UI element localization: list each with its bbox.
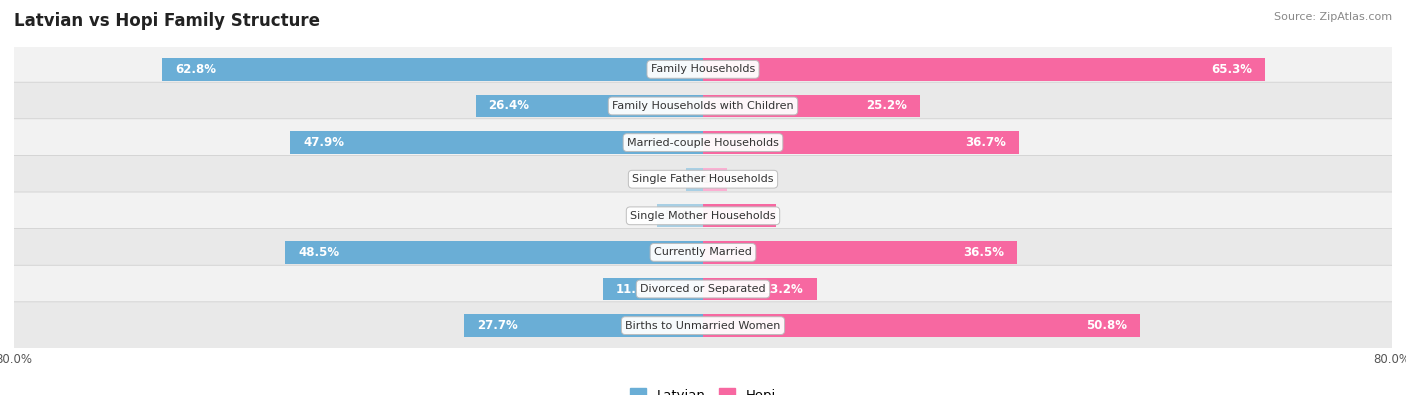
Bar — [703, 314, 1140, 337]
Text: 5.3%: 5.3% — [664, 209, 695, 222]
Bar — [703, 205, 776, 227]
Bar — [703, 241, 1018, 264]
Text: 36.7%: 36.7% — [966, 136, 1007, 149]
Text: Family Households: Family Households — [651, 64, 755, 74]
Bar — [686, 168, 703, 190]
Text: 8.5%: 8.5% — [730, 209, 763, 222]
Text: 50.8%: 50.8% — [1087, 319, 1128, 332]
Text: 48.5%: 48.5% — [298, 246, 339, 259]
FancyBboxPatch shape — [13, 192, 1393, 240]
FancyBboxPatch shape — [13, 229, 1393, 276]
Text: Latvian vs Hopi Family Structure: Latvian vs Hopi Family Structure — [14, 12, 321, 30]
Legend: Latvian, Hopi: Latvian, Hopi — [626, 383, 780, 395]
Text: Currently Married: Currently Married — [654, 247, 752, 258]
Text: Married-couple Households: Married-couple Households — [627, 137, 779, 148]
Bar — [162, 58, 703, 81]
FancyBboxPatch shape — [13, 82, 1393, 130]
Text: 25.2%: 25.2% — [866, 100, 907, 113]
Bar — [291, 131, 703, 154]
FancyBboxPatch shape — [13, 302, 1393, 350]
Bar — [703, 95, 920, 117]
FancyBboxPatch shape — [13, 45, 1393, 93]
Bar — [703, 131, 1019, 154]
Text: 2.8%: 2.8% — [690, 173, 720, 186]
Bar — [464, 314, 703, 337]
Text: Source: ZipAtlas.com: Source: ZipAtlas.com — [1274, 12, 1392, 22]
Text: 26.4%: 26.4% — [488, 100, 530, 113]
Text: 11.6%: 11.6% — [616, 282, 657, 295]
Text: 36.5%: 36.5% — [963, 246, 1004, 259]
Bar — [703, 58, 1265, 81]
Text: 62.8%: 62.8% — [176, 63, 217, 76]
Bar — [703, 168, 727, 190]
Bar — [475, 95, 703, 117]
Text: Family Households with Children: Family Households with Children — [612, 101, 794, 111]
Text: 47.9%: 47.9% — [304, 136, 344, 149]
Bar — [603, 278, 703, 300]
Bar — [658, 205, 703, 227]
FancyBboxPatch shape — [13, 155, 1393, 203]
Bar — [703, 278, 817, 300]
Text: Births to Unmarried Women: Births to Unmarried Women — [626, 321, 780, 331]
Text: Single Father Households: Single Father Households — [633, 174, 773, 184]
Text: 13.2%: 13.2% — [763, 282, 804, 295]
Text: Single Mother Households: Single Mother Households — [630, 211, 776, 221]
Bar — [285, 241, 703, 264]
Text: 2.0%: 2.0% — [693, 173, 723, 186]
FancyBboxPatch shape — [13, 265, 1393, 313]
FancyBboxPatch shape — [13, 119, 1393, 166]
Text: Divorced or Separated: Divorced or Separated — [640, 284, 766, 294]
Text: 27.7%: 27.7% — [478, 319, 519, 332]
Text: 65.3%: 65.3% — [1212, 63, 1253, 76]
